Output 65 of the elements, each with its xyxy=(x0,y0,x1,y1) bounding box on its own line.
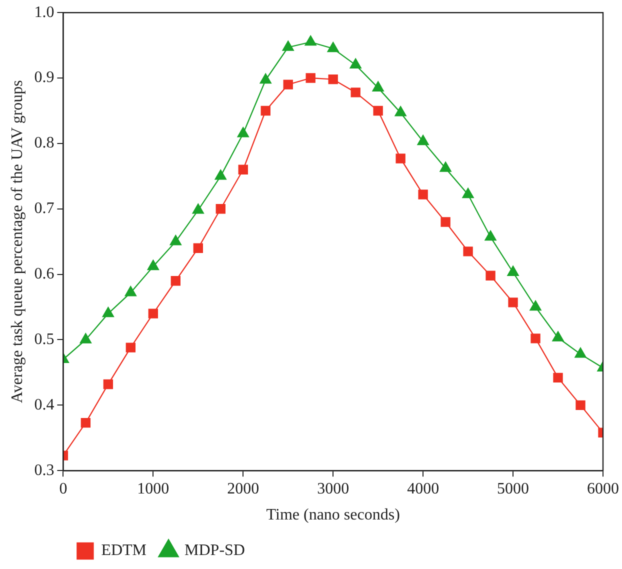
point xyxy=(418,190,428,200)
point xyxy=(530,334,540,344)
point xyxy=(394,106,406,116)
point xyxy=(328,74,338,84)
y-tick-label: 0.4 xyxy=(34,396,54,414)
point xyxy=(440,217,450,227)
point xyxy=(463,246,473,256)
x-tick-label: 2000 xyxy=(227,480,260,498)
point xyxy=(193,243,203,253)
point xyxy=(507,266,519,276)
point xyxy=(304,35,316,46)
point xyxy=(260,73,272,84)
point xyxy=(102,306,114,318)
y-tick-label: 0.6 xyxy=(34,266,54,283)
point xyxy=(80,418,91,428)
y-tick-label: 0.9 xyxy=(34,69,54,86)
x-tick-label: 3000 xyxy=(317,480,350,498)
x-tick-label: 5000 xyxy=(497,480,530,498)
point xyxy=(574,348,586,358)
point xyxy=(260,106,270,116)
point xyxy=(124,286,136,296)
point xyxy=(508,298,518,308)
point xyxy=(238,164,248,174)
y-tick-label: 0.8 xyxy=(34,134,54,152)
x-tick-label: 0 xyxy=(59,480,68,498)
point xyxy=(530,300,542,311)
point xyxy=(440,162,452,172)
point xyxy=(216,204,226,214)
y-tick-label: 0.3 xyxy=(34,462,54,479)
legend-label: EDTM xyxy=(101,542,147,560)
point xyxy=(282,40,294,51)
point xyxy=(214,170,226,180)
point xyxy=(484,230,496,241)
point xyxy=(462,188,474,198)
y-tick-label: 0.7 xyxy=(34,200,54,218)
point xyxy=(192,204,204,214)
point xyxy=(417,134,429,146)
y-tick-label: 1.0 xyxy=(34,4,54,21)
point xyxy=(237,127,249,138)
point xyxy=(148,308,158,318)
y-tick-label: 0.5 xyxy=(34,330,54,348)
point xyxy=(327,42,339,52)
x-axis-title: Time (nano seconds) xyxy=(266,506,400,524)
legend-label: MDP-SD xyxy=(184,542,245,560)
point xyxy=(126,342,136,352)
point xyxy=(283,80,293,90)
point xyxy=(147,260,159,270)
point xyxy=(170,235,182,246)
point xyxy=(103,379,114,390)
x-tick-label: 1000 xyxy=(137,480,170,498)
point xyxy=(486,270,496,280)
point xyxy=(80,333,92,344)
point xyxy=(306,73,316,83)
point xyxy=(350,58,362,69)
point xyxy=(576,400,586,410)
x-tick-label: 4000 xyxy=(407,480,440,498)
point xyxy=(396,154,406,164)
point xyxy=(170,276,180,286)
point xyxy=(373,106,383,116)
point xyxy=(553,372,563,383)
point xyxy=(350,88,360,98)
y-axis-title: Average task queue percentage of the UAV groups xyxy=(8,80,26,404)
point xyxy=(552,331,564,342)
x-tick-label: 6000 xyxy=(587,480,619,498)
point xyxy=(372,81,384,92)
